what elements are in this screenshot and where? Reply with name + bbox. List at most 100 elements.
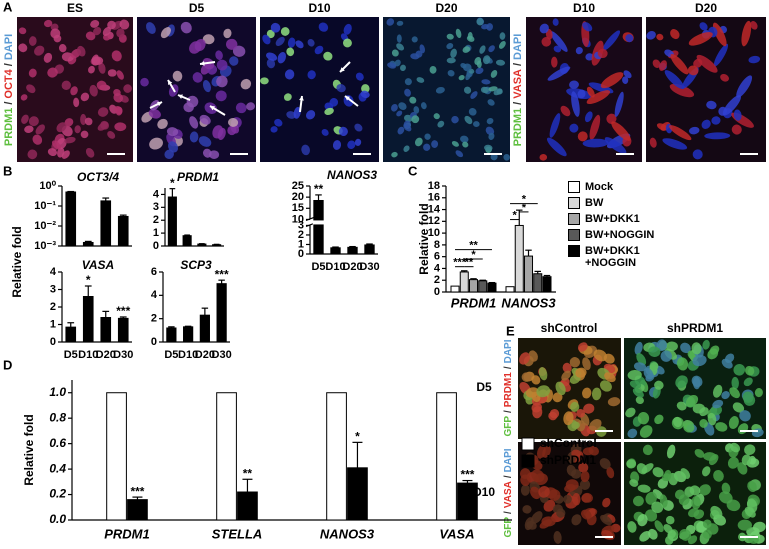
legend-swatch bbox=[568, 245, 580, 257]
y-tick-label: 0 bbox=[50, 336, 56, 348]
cell bbox=[396, 34, 402, 43]
cell bbox=[486, 117, 494, 125]
cell bbox=[202, 34, 215, 45]
y-tick-label: 12 bbox=[428, 215, 440, 227]
cell bbox=[286, 47, 295, 57]
y-tick-label: 2 bbox=[151, 313, 157, 325]
stain-part: / bbox=[503, 410, 514, 413]
significance-label: *** bbox=[453, 257, 467, 269]
y-axis-label: Relative fold bbox=[10, 226, 24, 297]
cell bbox=[586, 86, 595, 98]
y-tick-label: 8 bbox=[434, 239, 440, 251]
cell bbox=[746, 527, 760, 537]
arrow-head bbox=[210, 106, 215, 111]
cell bbox=[116, 70, 124, 80]
stain-part: / bbox=[512, 102, 524, 105]
stain-part: PRDM1 bbox=[3, 108, 15, 147]
cell bbox=[669, 83, 695, 98]
cell bbox=[654, 380, 664, 390]
cell bbox=[633, 495, 644, 507]
cell bbox=[693, 509, 705, 520]
stain-label: GFP / PRDM1 / DAPI bbox=[503, 339, 514, 436]
cell bbox=[487, 99, 495, 106]
x-tick-label: NANOS3 bbox=[320, 526, 375, 541]
cell bbox=[692, 149, 703, 160]
significance-label: * bbox=[355, 430, 360, 444]
cell bbox=[484, 144, 493, 151]
cell bbox=[64, 136, 76, 144]
x-tick-label: STELLA bbox=[212, 526, 263, 541]
x-tick-label: PRDM1 bbox=[451, 295, 497, 310]
cell bbox=[639, 531, 651, 542]
significance-label: *** bbox=[215, 267, 229, 281]
cell bbox=[702, 519, 712, 529]
cell bbox=[673, 416, 682, 428]
cell bbox=[215, 90, 227, 102]
stain-label: PRDM1 / VASA / DAPI bbox=[512, 34, 524, 147]
y-tick-label: 4 bbox=[434, 262, 441, 274]
cell bbox=[622, 76, 629, 84]
bar bbox=[505, 286, 515, 293]
cell bbox=[599, 380, 612, 392]
bar bbox=[478, 280, 488, 293]
cell bbox=[403, 145, 410, 152]
y-tick-label: 1.0 bbox=[49, 385, 66, 399]
cell bbox=[235, 102, 247, 114]
cell bbox=[275, 36, 285, 47]
cell bbox=[43, 52, 53, 63]
cell bbox=[536, 385, 551, 398]
cell bbox=[148, 108, 161, 119]
x-tick-label: D30 bbox=[113, 349, 133, 361]
cell bbox=[685, 394, 699, 408]
cell bbox=[167, 141, 179, 153]
cell bbox=[692, 376, 701, 390]
cell bbox=[743, 377, 753, 387]
y-tick-label: 0 bbox=[153, 240, 159, 252]
cell bbox=[721, 482, 731, 495]
cell bbox=[606, 113, 617, 124]
chart-title: SCP3 bbox=[180, 258, 212, 272]
cell bbox=[563, 494, 572, 504]
cell bbox=[470, 91, 478, 99]
cell bbox=[119, 19, 130, 30]
cell bbox=[648, 346, 661, 357]
cell bbox=[450, 48, 457, 58]
cell bbox=[582, 22, 593, 32]
x-tick-label: D10 bbox=[178, 349, 198, 361]
legend-label: Mock bbox=[585, 181, 614, 193]
cell bbox=[28, 36, 37, 46]
cell bbox=[718, 106, 728, 116]
cell bbox=[73, 97, 80, 108]
cell bbox=[656, 33, 664, 41]
y-tick-label: 0 bbox=[151, 336, 157, 348]
bar bbox=[100, 200, 112, 247]
legend-label: shControl bbox=[540, 436, 597, 450]
significance-label: * bbox=[522, 194, 527, 206]
cell bbox=[56, 122, 67, 133]
cell bbox=[538, 486, 550, 498]
cell bbox=[663, 469, 672, 482]
cell bbox=[305, 110, 316, 120]
cell bbox=[423, 143, 431, 151]
cell bbox=[386, 18, 395, 26]
y-tick-label: 0.4 bbox=[49, 461, 66, 475]
cell bbox=[665, 515, 675, 525]
cell bbox=[642, 444, 653, 456]
cell bbox=[728, 416, 739, 429]
cell bbox=[539, 153, 548, 161]
cell bbox=[89, 84, 98, 97]
cell bbox=[599, 458, 611, 470]
y-tick-label: 4 bbox=[50, 266, 57, 278]
stain-part: / bbox=[3, 63, 15, 66]
bar bbox=[197, 243, 207, 247]
y-tick-label: 20 bbox=[292, 191, 304, 203]
cell bbox=[634, 341, 643, 355]
chart-title: NANOS3 bbox=[327, 168, 377, 182]
cell bbox=[204, 102, 218, 114]
cell bbox=[694, 448, 705, 458]
cell bbox=[633, 362, 647, 372]
cell bbox=[652, 59, 661, 68]
stain-part: VASA bbox=[512, 69, 524, 99]
cell bbox=[307, 70, 316, 80]
cell bbox=[696, 54, 718, 73]
